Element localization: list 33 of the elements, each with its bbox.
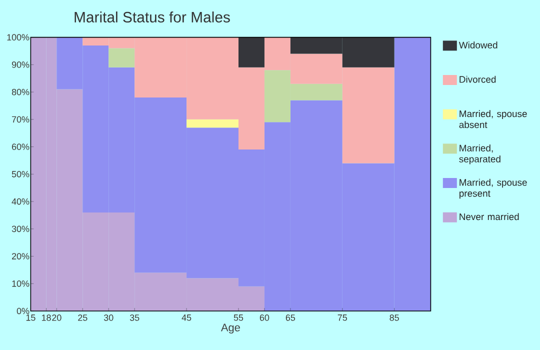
- y-tick-label: 30%: [12, 226, 30, 232]
- x-axis-title: Age: [220, 324, 240, 334]
- x-tick-label: 65: [286, 314, 296, 321]
- x-tick-label: 60: [260, 314, 270, 321]
- x-tick-label: 85: [390, 314, 399, 321]
- bar: [186, 119, 238, 128]
- x-tick-label: 75: [338, 314, 347, 321]
- x-tick-label: 20: [52, 314, 62, 321]
- y-tick-label: 60%: [12, 144, 30, 150]
- bar: [108, 48, 135, 68]
- y-tick-label: 80%: [12, 88, 30, 96]
- x-tick-label: 18: [42, 314, 51, 321]
- x-tick-label: 25: [78, 314, 88, 321]
- legend-label: Never married: [460, 213, 519, 220]
- chart-title: Marital Status for Males: [74, 12, 230, 22]
- y-tick-label: 90%: [12, 61, 30, 68]
- legend-label: Married, separated: [459, 144, 500, 164]
- x-tick-label: 30: [104, 314, 114, 321]
- y-tick-label: 70%: [12, 116, 30, 123]
- legend-label: Widowed: [458, 41, 498, 48]
- y-tick-label: 20%: [12, 253, 30, 260]
- y-tick-label: 100%: [7, 34, 30, 40]
- y-tick-label: 40%: [12, 198, 30, 205]
- legend-label: Divorced: [460, 76, 496, 83]
- x-tick-label: 45: [182, 314, 192, 321]
- legend-label: Married, spouse present: [460, 178, 527, 199]
- y-tick-label: 10%: [12, 280, 30, 287]
- x-tick-label: 35: [130, 314, 140, 321]
- legend-label: Married, spouse absent: [459, 110, 527, 128]
- y-tick-label: 0%: [16, 308, 30, 314]
- y-tick-label: 50%: [12, 170, 30, 178]
- x-tick-label: 15: [26, 314, 36, 321]
- x-tick-label: 55: [234, 314, 244, 321]
